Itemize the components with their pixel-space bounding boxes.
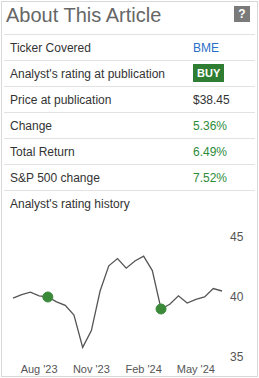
html-text:5.36%: 5.36% [193, 119, 227, 133]
html-text:BME: BME [193, 41, 219, 55]
svg-text:May '24: May '24 [177, 363, 215, 375]
html-text:S&P 500 change: S&P 500 change [10, 171, 100, 185]
html-text:Change: Change [10, 119, 52, 133]
html-text:$38.45: $38.45 [193, 93, 230, 107]
html-text:Total Return: Total Return [10, 145, 75, 159]
html-text:Price at publication: Price at publication [10, 93, 112, 107]
html-text:BUY: BUY [197, 67, 221, 79]
svg-text:Aug '23: Aug '23 [21, 363, 58, 375]
svg-text:Nov '23: Nov '23 [73, 363, 110, 375]
svg-text:Feb '24: Feb '24 [125, 363, 161, 375]
svg-text:45: 45 [230, 230, 244, 244]
html-text:6.49%: 6.49% [193, 145, 227, 159]
html-text:Analyst's rating at publicatio: Analyst's rating at publication [10, 67, 165, 81]
svg-text:40: 40 [230, 290, 244, 304]
html-text:About This Article: About This Article [6, 4, 162, 26]
html-text:Ticker Covered: Ticker Covered [10, 41, 91, 55]
svg-text:35: 35 [230, 350, 244, 364]
html-text:Analyst's rating history: Analyst's rating history [10, 197, 130, 211]
html-text:7.52%: 7.52% [193, 171, 227, 185]
